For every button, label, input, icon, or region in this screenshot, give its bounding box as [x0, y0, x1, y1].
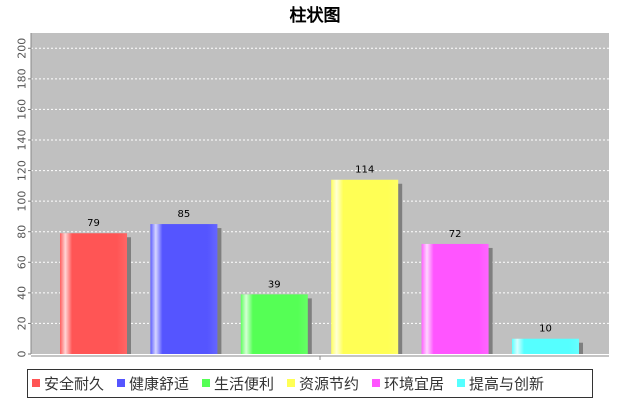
legend: 安全耐久 健康舒适 生活便利 资源节约 环境宜居 提高与创新: [27, 369, 593, 398]
y-tick-label: 100: [16, 191, 29, 212]
legend-label: 资源节约: [299, 375, 359, 393]
y-tick-label: 180: [16, 68, 29, 89]
bar-value-label: 85: [178, 209, 191, 220]
legend-swatch: [202, 379, 210, 387]
y-tick-label: 80: [16, 225, 29, 239]
legend-label: 环境宜居: [384, 375, 444, 393]
legend-label: 提高与创新: [469, 375, 544, 393]
legend-label: 生活便利: [214, 375, 274, 393]
y-tick-label: 60: [16, 255, 29, 269]
bar-value-label: 10: [539, 324, 552, 335]
bar-value-label: 39: [268, 279, 281, 290]
bar-4: [331, 179, 399, 354]
y-tick-label: 20: [16, 316, 29, 330]
legend-swatch: [287, 379, 295, 387]
y-tick-label: 160: [16, 99, 29, 120]
bar-3: [240, 294, 308, 354]
x-axis: [31, 355, 609, 360]
bar-2: [150, 224, 218, 354]
legend-swatch: [117, 379, 125, 387]
y-tick-label: 40: [16, 286, 29, 300]
legend-swatch: [32, 379, 40, 387]
y-tick-label: 140: [16, 130, 29, 151]
chart-title: 柱状图: [290, 5, 341, 26]
y-axis: 0 20 40 60 80 100 120 140 160 180 200: [16, 33, 32, 358]
bar-1: [60, 233, 127, 354]
bars: [60, 179, 583, 354]
y-tick-label: 0: [16, 351, 29, 358]
bar-6: [512, 338, 579, 354]
y-tick-label: 120: [16, 160, 29, 181]
legend-label: 安全耐久: [44, 375, 104, 393]
y-tick-label: 200: [16, 38, 29, 59]
legend-label: 健康舒适: [129, 375, 189, 393]
bar-value-label: 72: [449, 229, 462, 240]
legend-swatch: [457, 379, 465, 387]
bar-value-label: 114: [355, 165, 374, 176]
legend-swatch: [372, 379, 380, 387]
bar-5: [421, 243, 489, 354]
value-labels: 79 85 39 114 72 10: [87, 165, 552, 335]
bar-value-label: 79: [87, 218, 100, 229]
